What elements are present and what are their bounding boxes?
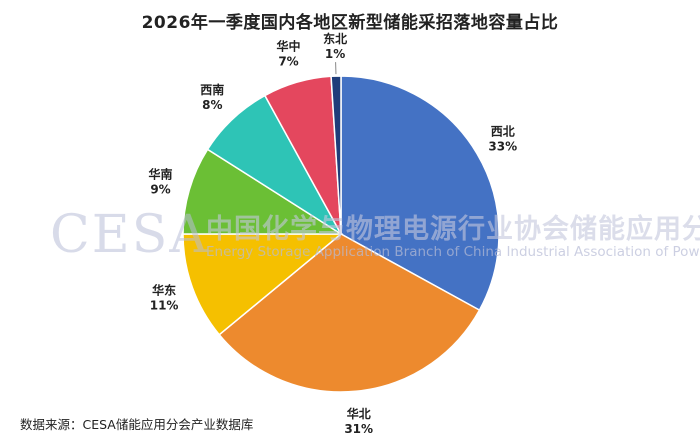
chart-title: 2026年一季度国内各地区新型储能采招落地容量占比 (141, 13, 559, 33)
slice-label-6: 东北 1% (323, 31, 347, 61)
slice-label-3: 华南 9% (148, 167, 172, 197)
pie-slice-3 (182, 148, 344, 235)
watermark-logo-text: CESA (50, 205, 209, 265)
pie-slice-0 (340, 75, 500, 312)
pie-slice-6 (330, 75, 342, 235)
slice-value-6: 1% (325, 47, 345, 61)
slice-name-4: 西南 (200, 82, 224, 97)
slice-label-0: 西北 33% (488, 123, 517, 153)
watermark: CESA 中国化学与物理电源行业协会储能应用分会 Energy Storage … (50, 205, 700, 265)
slice-value-0: 33% (488, 139, 517, 153)
slice-value-2: 11% (150, 299, 179, 313)
slice-name-0: 西北 (491, 123, 515, 138)
watermark-en-text: Energy Storage Application Branch of Chi… (206, 244, 700, 260)
pie-slices (182, 75, 500, 393)
slice-name-1: 华北 (347, 406, 371, 421)
watermark-cn-text: 中国化学与物理电源行业协会储能应用分会 (206, 213, 700, 245)
slice-label-4: 西南 8% (200, 82, 224, 112)
slice-label-5: 华中 7% (276, 39, 300, 69)
pie-slice-1 (218, 233, 481, 393)
slice-name-5: 华中 (276, 39, 300, 54)
slice-name-2: 华东 (152, 283, 176, 298)
slice-label-1: 华北 31% (344, 406, 373, 436)
slice-label-2: 华东 11% (150, 283, 179, 313)
slice-value-4: 8% (202, 98, 222, 112)
slice-name-6: 东北 (323, 31, 347, 46)
source-note: 数据来源：CESA储能应用分会产业数据库 (20, 417, 254, 432)
slice-value-1: 31% (344, 422, 373, 436)
slice-name-3: 华南 (148, 167, 172, 182)
pie-slice-2 (182, 233, 344, 336)
slice-labels: 西北 33% 华北 31% 华东 11% 华南 9% 西南 8% 华中 7% 东北 1% (148, 31, 517, 436)
slice-value-3: 9% (150, 183, 170, 197)
slice-value-5: 7% (278, 55, 298, 69)
